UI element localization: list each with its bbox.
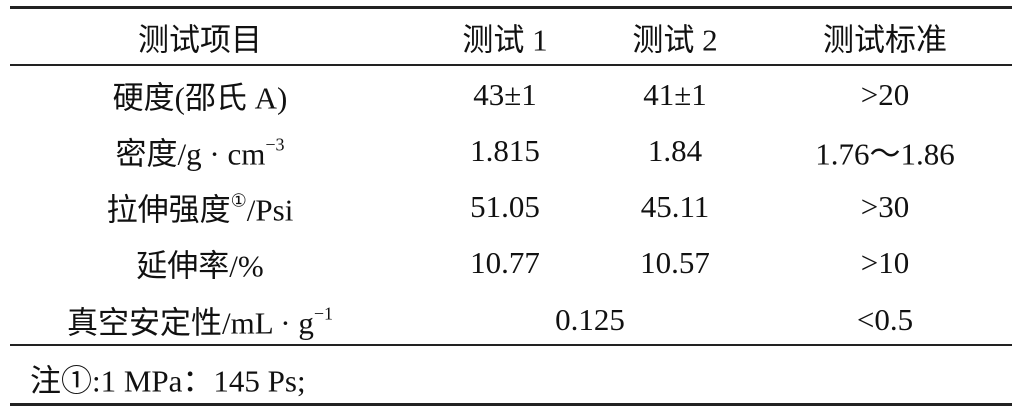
table-cell: 10.77: [470, 245, 540, 280]
cell-superscript: −3: [265, 134, 285, 155]
table-cell: 1.76～1.86: [815, 136, 955, 172]
note-rule: [10, 344, 1012, 346]
header-cell: 测试标准: [823, 22, 947, 58]
table-cell: 0.125: [555, 302, 625, 337]
table-cell: >20: [860, 77, 910, 112]
table-cell: <0.5: [856, 302, 914, 337]
table-cell: 密度/g · cm−3: [116, 129, 285, 174]
table-cell: >30: [860, 189, 910, 224]
table-cell: 43±1: [473, 77, 537, 112]
table-cell: 41±1: [643, 77, 707, 112]
table-cell: 1.815: [470, 133, 540, 168]
top-rule: [10, 6, 1012, 9]
table-cell: 45.11: [640, 189, 710, 224]
bottom-rule: [10, 403, 1012, 406]
table-cell: 延伸率/%: [136, 248, 264, 284]
header-cell: 测试 2: [632, 22, 718, 58]
table-note: 注①:1 MPa：145 Ps;: [30, 363, 306, 399]
header-cell: 测试项目: [138, 22, 262, 58]
cell-superscript: −1: [313, 303, 333, 324]
table-cell: >10: [860, 245, 910, 280]
table-cell: 51.05: [470, 189, 540, 224]
header-cell: 测试 1: [462, 22, 548, 58]
cell-text: /Psi: [246, 192, 294, 228]
header-rule: [10, 64, 1012, 66]
table-cell: 拉伸强度①/Psi: [107, 185, 294, 230]
table-cell: 1.84: [647, 133, 703, 168]
cell-text: 密度/g · cm: [115, 136, 266, 172]
cell-text: 拉伸强度: [106, 192, 231, 228]
table-cell: 真空安定性/mL · g−1: [67, 298, 333, 343]
cell-superscript: ①: [230, 190, 247, 211]
cell-text: 真空安定性/mL · g: [67, 305, 314, 341]
table-cell: 10.57: [640, 245, 710, 280]
table-cell: 硬度(邵氏 A): [112, 80, 288, 116]
